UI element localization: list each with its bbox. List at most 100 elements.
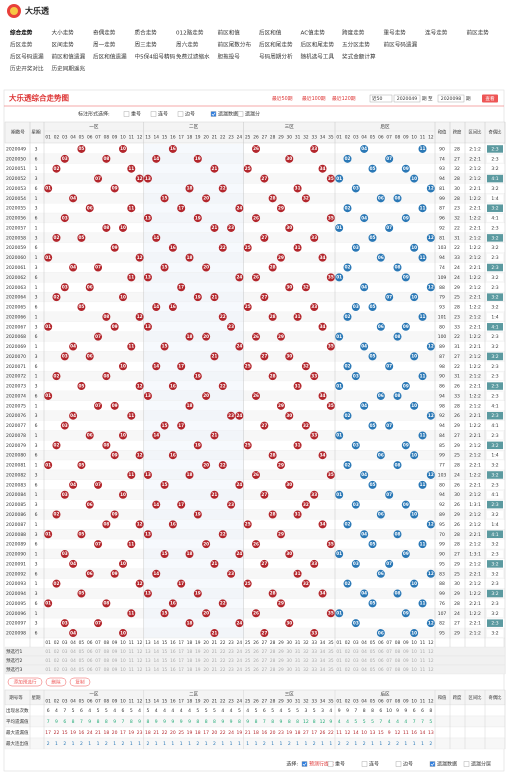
option-checkbox[interactable] <box>123 111 130 117</box>
nav-link[interactable]: 后区和值 <box>259 29 282 37</box>
option-checkbox[interactable] <box>237 111 244 117</box>
preselect-cell[interactable]: 03 <box>353 649 359 655</box>
preselect-cell[interactable]: 33 <box>311 649 317 655</box>
preselect-cell[interactable]: 09 <box>403 649 409 655</box>
preselect-cell[interactable]: 28 <box>270 658 276 664</box>
preselect-cell[interactable]: 10 <box>120 649 126 655</box>
action-button[interactable] <box>69 677 91 687</box>
preselect-cell[interactable]: 24 <box>237 649 243 655</box>
nav-link[interactable]: 周一走势 <box>93 41 116 49</box>
preselect-cell[interactable]: 17 <box>178 649 184 655</box>
preselect-cell[interactable]: 04 <box>361 649 367 655</box>
preselect-cell[interactable]: 07 <box>95 667 101 673</box>
preselect-cell[interactable]: 21 <box>212 658 218 664</box>
nav-link[interactable]: 随机选号工具 <box>301 53 335 61</box>
action-button[interactable] <box>7 677 43 687</box>
preselect-cell[interactable]: 08 <box>104 649 110 655</box>
nav-link[interactable]: 周六走势 <box>176 41 199 49</box>
preselect-cell[interactable]: 35 <box>328 649 334 655</box>
preselect-cell[interactable]: 01 <box>336 649 342 655</box>
range-link[interactable]: 最近100期 <box>302 95 326 102</box>
preselect-cell[interactable]: 10 <box>411 658 417 664</box>
footer-checkbox[interactable] <box>327 761 334 767</box>
preselect-cell[interactable]: 13 <box>145 649 151 655</box>
preselect-cell[interactable]: 16 <box>170 649 176 655</box>
option-checkbox[interactable] <box>150 111 157 117</box>
preselect-cell[interactable]: 20 <box>203 658 209 664</box>
preselect-cell[interactable]: 06 <box>378 649 384 655</box>
preselect-cell[interactable]: 31 <box>295 649 301 655</box>
preselect-cell[interactable]: 14 <box>154 658 160 664</box>
preselect-cell[interactable]: 02 <box>345 667 351 673</box>
preselect-cell[interactable]: 32 <box>303 658 309 664</box>
preselect-cell[interactable]: 26 <box>253 658 259 664</box>
preselect-cell[interactable]: 22 <box>220 658 226 664</box>
preselect-cell[interactable]: 35 <box>328 667 334 673</box>
preselect-cell[interactable]: 07 <box>386 667 392 673</box>
preselect-cell[interactable]: 20 <box>203 667 209 673</box>
footer-checkbox[interactable] <box>429 761 436 767</box>
preselect-cell[interactable]: 10 <box>120 667 126 673</box>
preselect-cell[interactable]: 08 <box>395 667 401 673</box>
preselect-cell[interactable]: 19 <box>195 667 201 673</box>
preselect-cell[interactable]: 11 <box>420 649 426 655</box>
action-button-text[interactable]: 复制 <box>75 679 85 686</box>
option-checkbox[interactable] <box>210 111 217 117</box>
nav-link[interactable]: 前区号码遗漏 <box>384 41 418 49</box>
preselect-cell[interactable]: 04 <box>70 649 76 655</box>
preselect-cell[interactable]: 01 <box>336 667 342 673</box>
preselect-cell[interactable]: 20 <box>203 649 209 655</box>
nav-link[interactable]: 连号走势 <box>425 29 448 37</box>
preselect-cell[interactable]: 27 <box>262 658 268 664</box>
preselect-cell[interactable]: 21 <box>212 649 218 655</box>
preselect-cell[interactable]: 32 <box>303 667 309 673</box>
nav-link[interactable]: 后区和值遗漏 <box>93 53 127 61</box>
preselect-cell[interactable]: 31 <box>295 658 301 664</box>
preselect-cell[interactable]: 01 <box>336 658 342 664</box>
preselect-cell[interactable]: 29 <box>278 658 284 664</box>
preselect-cell[interactable]: 11 <box>129 667 135 673</box>
preselect-cell[interactable]: 10 <box>120 658 126 664</box>
preselect-cell[interactable]: 01 <box>45 658 51 664</box>
nav-link[interactable]: 奇偶走势 <box>93 29 116 37</box>
nav-link[interactable]: 综合走势 <box>10 29 33 37</box>
nav-link[interactable]: 历史同期遥兆 <box>52 65 86 73</box>
preselect-cell[interactable]: 02 <box>345 649 351 655</box>
nav-link[interactable]: 胆拖投号 <box>218 53 241 61</box>
range-link[interactable]: 最近50期 <box>272 95 293 102</box>
preselect-cell[interactable]: 12 <box>428 658 434 664</box>
preselect-cell[interactable]: 28 <box>270 649 276 655</box>
preselect-cell[interactable]: 17 <box>178 658 184 664</box>
to-input[interactable] <box>437 94 465 103</box>
preselect-cell[interactable]: 34 <box>320 658 326 664</box>
nav-link[interactable]: 中5保4组号精码 <box>135 53 176 61</box>
nav-link[interactable]: 奖式金额计算 <box>342 53 376 61</box>
preselect-cell[interactable]: 08 <box>104 667 110 673</box>
preselect-cell[interactable]: 11 <box>420 667 426 673</box>
nav-link[interactable]: 前区和值遗漏 <box>52 53 86 61</box>
nav-link[interactable]: 重号走势 <box>384 29 407 37</box>
preselect-cell[interactable]: 33 <box>311 658 317 664</box>
preselect-cell[interactable]: 03 <box>62 667 68 673</box>
preselect-cell[interactable]: 13 <box>145 667 151 673</box>
range-link[interactable]: 最近120期 <box>332 95 356 102</box>
preselect-cell[interactable]: 26 <box>253 667 259 673</box>
option-checkbox[interactable] <box>177 111 184 117</box>
preselect-cell[interactable]: 03 <box>353 667 359 673</box>
nav-link[interactable]: 跨度走势 <box>342 29 365 37</box>
nav-link[interactable]: 前区和值 <box>218 29 241 37</box>
preselect-cell[interactable]: 34 <box>320 649 326 655</box>
preselect-cell[interactable]: 11 <box>129 658 135 664</box>
preselect-cell[interactable]: 29 <box>278 667 284 673</box>
preselect-cell[interactable]: 04 <box>361 667 367 673</box>
preselect-cell[interactable]: 35 <box>328 658 334 664</box>
action-button-text[interactable]: 添加预选行 <box>14 679 37 686</box>
preselect-cell[interactable]: 23 <box>228 658 234 664</box>
preselect-cell[interactable]: 08 <box>395 658 401 664</box>
preselect-cell[interactable]: 32 <box>303 649 309 655</box>
action-button[interactable] <box>45 677 67 687</box>
view-button-text[interactable]: 查看 <box>485 95 495 102</box>
preselect-cell[interactable]: 16 <box>170 658 176 664</box>
preselect-cell[interactable]: 12 <box>137 649 143 655</box>
preselect-cell[interactable]: 08 <box>395 649 401 655</box>
